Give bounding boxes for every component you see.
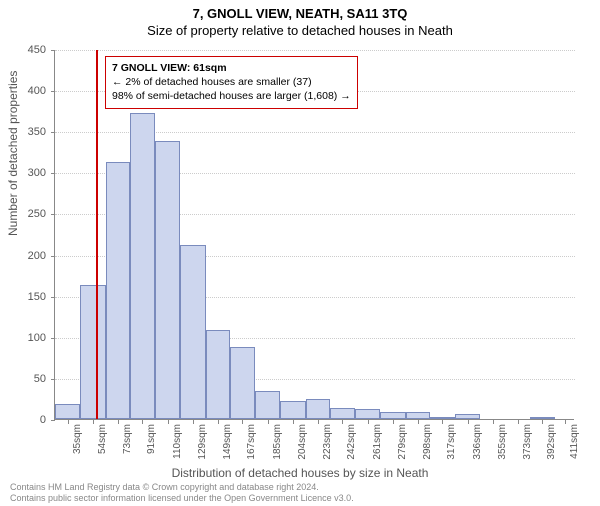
histogram-bar	[306, 399, 330, 419]
ytick-mark	[51, 256, 55, 257]
histogram-bar	[206, 330, 230, 419]
ytick-mark	[51, 173, 55, 174]
gridline	[55, 50, 575, 51]
xtick-mark	[93, 420, 94, 424]
footer-attribution: Contains HM Land Registry data © Crown c…	[10, 482, 354, 504]
xtick-label: 35sqm	[72, 424, 83, 454]
plot-area: 05010015020025030035040045035sqm54sqm73s…	[54, 50, 574, 420]
xtick-mark	[168, 420, 169, 424]
footer-line-1: Contains HM Land Registry data © Crown c…	[10, 482, 354, 493]
xtick-label: 279sqm	[397, 424, 408, 460]
xtick-mark	[118, 420, 119, 424]
ytick-label: 50	[6, 373, 46, 385]
ytick-mark	[51, 50, 55, 51]
histogram-bar	[155, 141, 180, 419]
xtick-label: 185sqm	[272, 424, 283, 460]
xtick-label: 242sqm	[346, 424, 357, 460]
ytick-label: 300	[6, 167, 46, 179]
xtick-mark	[318, 420, 319, 424]
xtick-mark	[268, 420, 269, 424]
histogram-bar	[180, 245, 205, 419]
info-box: 7 GNOLL VIEW: 61sqm← 2% of detached hous…	[105, 56, 358, 109]
ytick-mark	[51, 91, 55, 92]
info-box-title: 7 GNOLL VIEW: 61sqm	[112, 61, 351, 75]
xtick-mark	[142, 420, 143, 424]
ytick-label: 200	[6, 250, 46, 262]
histogram-bar	[455, 414, 480, 419]
xtick-mark	[393, 420, 394, 424]
xtick-label: 129sqm	[197, 424, 208, 460]
footer-line-2: Contains public sector information licen…	[10, 493, 354, 504]
ytick-label: 100	[6, 332, 46, 344]
xtick-mark	[218, 420, 219, 424]
ytick-mark	[51, 420, 55, 421]
xtick-label: 54sqm	[97, 424, 108, 454]
ytick-label: 400	[6, 85, 46, 97]
histogram-bar	[55, 404, 80, 419]
xtick-mark	[368, 420, 369, 424]
histogram-bar	[106, 162, 130, 419]
xtick-label: 91sqm	[146, 424, 157, 454]
info-box-larger: 98% of semi-detached houses are larger (…	[112, 89, 351, 103]
marker-line	[96, 50, 98, 419]
info-box-smaller: ← 2% of detached houses are smaller (37)	[112, 75, 351, 89]
xtick-mark	[468, 420, 469, 424]
xtick-label: 261sqm	[372, 424, 383, 460]
xtick-label: 73sqm	[122, 424, 133, 454]
xtick-label: 317sqm	[446, 424, 457, 460]
xtick-label: 336sqm	[472, 424, 483, 460]
xtick-mark	[493, 420, 494, 424]
histogram-bar	[80, 285, 105, 419]
x-axis-title: Distribution of detached houses by size …	[0, 466, 600, 480]
histogram-bar	[430, 417, 455, 419]
histogram-bar	[355, 409, 380, 419]
histogram-bar	[380, 412, 405, 419]
histogram-bar	[530, 417, 555, 419]
ytick-label: 150	[6, 291, 46, 303]
ytick-label: 0	[6, 414, 46, 426]
page-title: 7, GNOLL VIEW, NEATH, SA11 3TQ	[0, 6, 600, 21]
xtick-mark	[442, 420, 443, 424]
xtick-label: 223sqm	[322, 424, 333, 460]
histogram-bar	[330, 408, 355, 420]
xtick-mark	[293, 420, 294, 424]
xtick-mark	[565, 420, 566, 424]
histogram-bar	[130, 113, 155, 419]
xtick-label: 298sqm	[422, 424, 433, 460]
ytick-label: 350	[6, 126, 46, 138]
ytick-mark	[51, 379, 55, 380]
ytick-mark	[51, 338, 55, 339]
xtick-label: 149sqm	[222, 424, 233, 460]
ytick-mark	[51, 214, 55, 215]
ytick-label: 450	[6, 44, 46, 56]
xtick-label: 392sqm	[546, 424, 557, 460]
xtick-mark	[193, 420, 194, 424]
xtick-label: 411sqm	[569, 424, 580, 459]
xtick-label: 167sqm	[246, 424, 257, 460]
histogram-bar	[406, 412, 430, 419]
xtick-label: 110sqm	[172, 424, 183, 459]
ytick-mark	[51, 297, 55, 298]
xtick-mark	[68, 420, 69, 424]
histogram-bar	[280, 401, 305, 419]
xtick-mark	[342, 420, 343, 424]
xtick-mark	[542, 420, 543, 424]
xtick-mark	[418, 420, 419, 424]
page-subtitle: Size of property relative to detached ho…	[0, 23, 600, 38]
xtick-label: 373sqm	[522, 424, 533, 460]
histogram-chart: 05010015020025030035040045035sqm54sqm73s…	[54, 50, 574, 420]
ytick-mark	[51, 132, 55, 133]
histogram-bar	[255, 391, 280, 419]
histogram-bar	[230, 347, 255, 419]
xtick-mark	[518, 420, 519, 424]
ytick-label: 250	[6, 208, 46, 220]
xtick-label: 355sqm	[497, 424, 508, 460]
xtick-label: 204sqm	[297, 424, 308, 460]
xtick-mark	[242, 420, 243, 424]
